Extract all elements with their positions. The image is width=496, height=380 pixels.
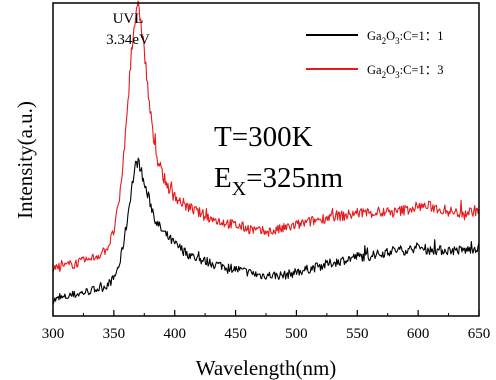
peak-label-line1: UVL — [113, 11, 144, 27]
legend-label-1: Ga2O3:C=1：1 — [367, 29, 443, 46]
y-axis-label: Intensity(a.u.) — [13, 101, 37, 219]
x-tick-label: 450 — [224, 326, 247, 342]
legend-label-2: Ga2O3:C=1：3 — [367, 63, 443, 80]
x-axis: 300 350 400 450 500 550 600 650 — [42, 310, 491, 342]
series-line-2 — [52, 0, 480, 272]
series-line-1 — [52, 157, 480, 305]
x-tick-label: 400 — [163, 326, 186, 342]
x-tick-label: 550 — [346, 326, 369, 342]
excitation-subscript: X — [232, 178, 247, 200]
x-tick-label: 350 — [103, 326, 126, 342]
x-tick-label: 300 — [42, 326, 65, 342]
excitation-value: =325nm — [246, 162, 343, 194]
x-tick-label: 650 — [468, 326, 491, 342]
x-tick-label: 500 — [285, 326, 308, 342]
excitation-label: EX=325nm — [214, 162, 344, 200]
legend: Ga2O3:C=1：1 Ga2O3:C=1：3 — [306, 29, 443, 80]
excitation-prefix: E — [214, 162, 232, 194]
x-tick-label: 600 — [407, 326, 430, 342]
series-layer — [52, 0, 480, 305]
temperature-label: T=300K — [214, 121, 313, 153]
x-axis-label: Wavelength(nm) — [196, 356, 337, 380]
peak-label-line2: 3.34eV — [106, 32, 150, 48]
